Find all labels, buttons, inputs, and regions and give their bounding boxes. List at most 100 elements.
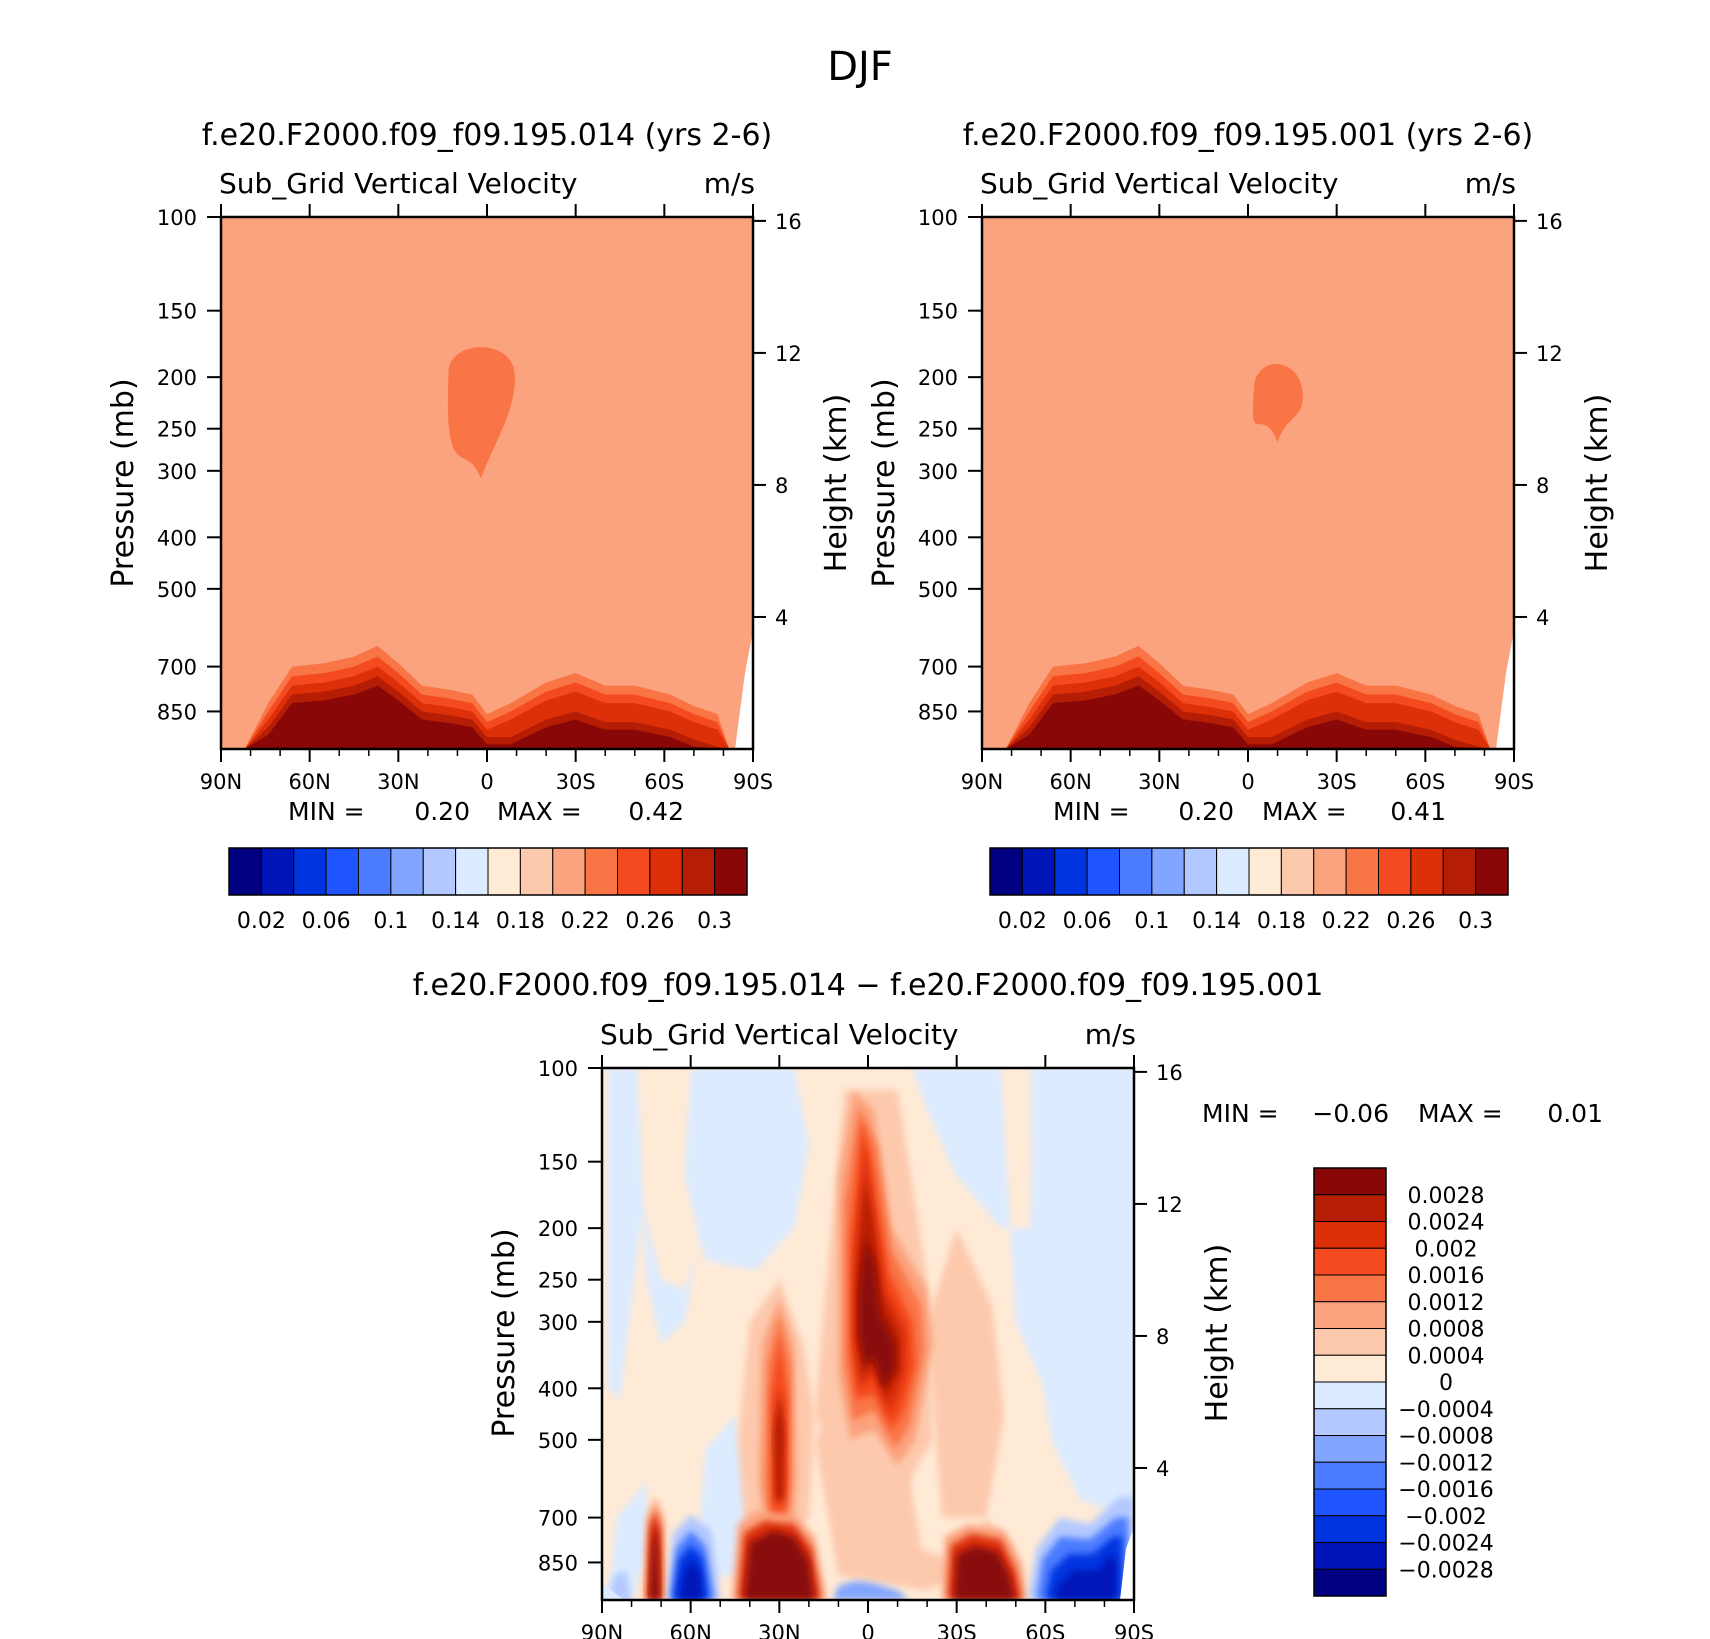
missing-region <box>1496 630 1514 749</box>
colorbar-label: 0.0008 <box>1408 1318 1485 1343</box>
colorbar-swatch <box>681 847 716 896</box>
y-tick-label: 150 <box>918 300 958 324</box>
max-value: 0.41 <box>1390 797 1446 826</box>
y-ticks-left: 100 150 200 250 300 400 500 700 850 <box>538 1057 602 1575</box>
colorbar-label: 0.1 <box>1134 909 1169 934</box>
panel-units: m/s <box>704 167 755 200</box>
max-value: 0.42 <box>628 797 684 826</box>
y-tick-label: 850 <box>918 700 958 724</box>
missing-region <box>735 630 753 749</box>
x-tick-label: 60N <box>288 770 330 794</box>
colorbar-frame <box>1313 1167 1387 1597</box>
x-tick-label: 30S <box>1317 770 1357 794</box>
y-ticks-right: 16 12 8 4 <box>753 210 802 630</box>
y-right-tick-label: 8 <box>775 474 788 498</box>
colorbar-swatch <box>617 847 651 896</box>
colorbar-swatch <box>260 847 295 896</box>
colorbar-label: 0.1 <box>373 909 408 934</box>
upper-blob <box>447 347 515 479</box>
colorbar-swatch <box>422 847 457 896</box>
surface-positive <box>953 1545 1016 1600</box>
y-ticks-left: 100 150 200 250 300 400 500 700 850 <box>157 206 221 724</box>
colorbar-swatch <box>1151 847 1185 896</box>
colorbar-swatch <box>455 847 489 896</box>
colorbar-swatch <box>1313 847 1347 896</box>
x-tick-label: 60S <box>1405 770 1445 794</box>
colorbar-label: 0.06 <box>1063 909 1112 934</box>
colorbar-label: 0.26 <box>1386 909 1435 934</box>
colorbar-label: −0.0024 <box>1398 1532 1493 1557</box>
x-tick-label: 30S <box>937 1621 977 1639</box>
surface-positive <box>649 1524 660 1600</box>
pos-region <box>814 1399 1016 1591</box>
surface-negative <box>832 1580 910 1600</box>
colorbar-swatch <box>649 847 683 896</box>
x-tick-label: 90N <box>200 770 242 794</box>
colorbar-label: 0.18 <box>1257 909 1306 934</box>
min-value: 0.20 <box>1178 797 1234 826</box>
colorbar-swatch <box>1313 1354 1387 1383</box>
panel-top-left: f.e20.F2000.f09_f09.195.014 (yrs 2-6) Su… <box>106 118 854 934</box>
colorbar-label: 0.002 <box>1415 1237 1478 1262</box>
equatorial-max <box>859 1239 895 1389</box>
colorbar-swatch <box>228 847 262 896</box>
surface-positive <box>743 1530 815 1600</box>
column-30N <box>773 1388 786 1501</box>
y-tick-label: 250 <box>918 418 958 442</box>
colorbar-swatch <box>1183 847 1218 896</box>
panel-subtitle: Sub_Grid Vertical Velocity <box>600 1018 959 1051</box>
x-tick-label: 60S <box>1025 1621 1065 1639</box>
x-tick-label: 0 <box>1241 770 1254 794</box>
y-axis-label: Pressure (mb) <box>867 378 902 587</box>
colorbar-swatch <box>714 847 748 896</box>
x-ticks: 90N 60N 30N 0 30S 60S 90S <box>581 1055 1154 1639</box>
colorbar-label: 0.0016 <box>1408 1264 1485 1289</box>
colorbar: 0.02 0.06 0.1 0.14 0.18 0.22 0.26 0.3 <box>989 847 1509 934</box>
neg-region <box>607 1481 650 1600</box>
y-right-tick-label: 16 <box>1536 210 1563 234</box>
x-tick-label: 60S <box>644 770 684 794</box>
neg-region <box>602 1583 624 1600</box>
x-tick-label: 90S <box>1114 1621 1154 1639</box>
colorbar-swatch <box>1313 1247 1387 1276</box>
y-tick-label: 300 <box>538 1311 578 1335</box>
y-axis-label-right: Height (km) <box>1580 394 1615 573</box>
colorbar-swatch <box>1280 847 1315 896</box>
colorbar-swatch <box>1313 1167 1387 1196</box>
y-tick-label: 500 <box>918 578 958 602</box>
colorbar-label: 0.0012 <box>1408 1291 1485 1316</box>
y-tick-label: 100 <box>157 206 197 230</box>
colorbar-swatch <box>1313 1568 1387 1597</box>
y-ticks-right: 16 12 8 4 <box>1514 210 1563 630</box>
colorbar-label: 0.14 <box>431 909 480 934</box>
surface-negative <box>1054 1554 1117 1600</box>
colorbar-swatch <box>584 847 618 896</box>
y-tick-label: 700 <box>918 656 958 680</box>
y-right-tick-label: 8 <box>1536 474 1549 498</box>
colorbar-swatch <box>552 847 586 896</box>
colorbar-swatch <box>1313 1328 1387 1356</box>
colorbar-swatch <box>1313 1515 1387 1543</box>
missing-region <box>1120 1527 1134 1600</box>
colorbar-swatch <box>293 847 327 896</box>
colorbar-label: −0.0008 <box>1398 1425 1493 1450</box>
panel-title: f.e20.F2000.f09_f09.195.014 (yrs 2-6) <box>202 118 772 153</box>
min-label: MIN = <box>288 797 365 826</box>
x-tick-label: 60N <box>669 1621 711 1639</box>
y-tick-label: 100 <box>918 206 958 230</box>
colorbar-swatch <box>1378 847 1412 896</box>
y-tick-label: 850 <box>157 700 197 724</box>
panel-subtitle: Sub_Grid Vertical Velocity <box>980 167 1339 200</box>
colorbar-swatch <box>1313 1408 1387 1436</box>
y-axis-label-right: Height (km) <box>819 394 854 573</box>
colorbar-swatch <box>1313 1488 1387 1517</box>
colorbar-label: 0.02 <box>998 909 1047 934</box>
colorbar: 0.02 0.06 0.1 0.14 0.18 0.22 0.26 0.3 <box>228 847 748 934</box>
colorbar-label: 0.3 <box>697 909 732 934</box>
colorbar-frame <box>228 847 748 896</box>
colorbar-swatch <box>1313 1381 1387 1410</box>
min-label: MIN = <box>1053 797 1130 826</box>
y-tick-label: 400 <box>918 526 958 550</box>
colorbar-label: 0 <box>1439 1371 1453 1396</box>
y-tick-label: 200 <box>918 366 958 390</box>
